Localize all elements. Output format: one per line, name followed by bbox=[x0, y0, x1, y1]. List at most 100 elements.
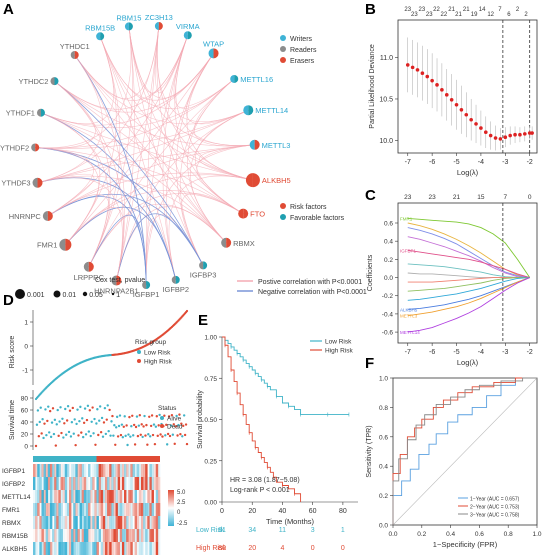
size-legend-value: 0.01 bbox=[63, 292, 77, 299]
panel-letter-e: E bbox=[198, 312, 208, 329]
heatmap-cell bbox=[79, 477, 82, 490]
deviance-point bbox=[440, 88, 444, 92]
heatmap-cell bbox=[124, 490, 127, 503]
coef-path-label: METTL3 bbox=[400, 314, 418, 319]
time-point bbox=[132, 423, 136, 427]
time-point bbox=[166, 432, 170, 436]
coef-path bbox=[407, 222, 530, 278]
status-legend-dot bbox=[160, 416, 164, 420]
heatmap-cell bbox=[88, 503, 91, 516]
time-point bbox=[98, 405, 102, 408]
time-point bbox=[81, 435, 85, 439]
node-lrpprc-risk bbox=[88, 261, 94, 272]
coef-path bbox=[407, 263, 530, 278]
heatmap-cell bbox=[37, 542, 40, 555]
top-count-label: 21 bbox=[463, 7, 470, 13]
heatmap-cell bbox=[99, 516, 101, 529]
heatmap-cell bbox=[115, 529, 118, 542]
coef-path bbox=[407, 249, 530, 278]
heatmap-cell bbox=[157, 477, 161, 490]
heatmap-cell bbox=[79, 542, 82, 555]
heatmap-cell bbox=[100, 529, 104, 542]
deviance-point bbox=[435, 83, 439, 87]
y-tick-label: 0.6 bbox=[384, 221, 393, 228]
heatmap-cell bbox=[60, 490, 63, 503]
heatmap-cell bbox=[149, 464, 152, 477]
heatmap-cell bbox=[94, 516, 97, 529]
time-point bbox=[37, 435, 41, 438]
x-tick-label: 80 bbox=[339, 508, 347, 515]
top-count-label: 21 bbox=[453, 194, 461, 201]
size-legend-value: 0.05 bbox=[89, 292, 103, 299]
time-point bbox=[126, 443, 129, 447]
heatmap-cell bbox=[64, 464, 68, 477]
deviance-point bbox=[513, 132, 517, 137]
time-point bbox=[60, 431, 63, 435]
heatmap-cell bbox=[73, 464, 76, 477]
x-tick-label: 20 bbox=[248, 508, 256, 515]
x-tick-label: -5 bbox=[453, 159, 459, 166]
positive-edge bbox=[37, 175, 227, 243]
heatmap-cell bbox=[96, 490, 99, 503]
heatmap-cell bbox=[136, 503, 140, 516]
heatmap-cell bbox=[154, 490, 156, 503]
heatmap-gene-label: METTL14 bbox=[2, 494, 31, 501]
y-tick-label: 0.4 bbox=[379, 464, 388, 471]
heatmap-cell bbox=[66, 503, 70, 516]
time-point bbox=[120, 423, 124, 426]
heatmap-cell bbox=[50, 529, 52, 542]
time-point bbox=[68, 409, 72, 412]
heatmap-cell bbox=[37, 529, 40, 542]
x-axis-label: 1−Specificity (FPR) bbox=[433, 540, 498, 549]
heatmap-cell bbox=[73, 477, 76, 490]
node-mettl14-role bbox=[243, 105, 249, 116]
positive-edge bbox=[40, 112, 100, 245]
heatmap-cell bbox=[54, 503, 57, 516]
heatmap-cell bbox=[126, 529, 129, 542]
heatmap-cell bbox=[149, 477, 152, 490]
heatmap-cell bbox=[94, 477, 96, 490]
size-legend-dot bbox=[82, 291, 88, 297]
heatmap-cell bbox=[98, 503, 102, 516]
positive-edge bbox=[145, 26, 160, 285]
heatmap-cell bbox=[119, 516, 123, 529]
heatmap-cell bbox=[98, 464, 102, 477]
heatmap-cell bbox=[124, 542, 127, 555]
heatmap-cell bbox=[52, 490, 55, 503]
group-bar-high bbox=[96, 456, 160, 462]
heatmap-cell bbox=[81, 516, 85, 529]
coef-path bbox=[407, 277, 530, 283]
heatmap-cell bbox=[104, 490, 108, 503]
heatmap-cell bbox=[43, 490, 46, 503]
heatmap-cell bbox=[81, 490, 85, 503]
node-label-rbm15b: RBM15B bbox=[85, 23, 115, 32]
deviance-point bbox=[464, 112, 469, 117]
heatmap-cell bbox=[39, 477, 42, 490]
time-point bbox=[102, 421, 106, 424]
node-lrpprc-role bbox=[83, 261, 89, 272]
time-point bbox=[82, 421, 86, 425]
heatmap-cell bbox=[117, 503, 121, 516]
roc-legend-label: 3−Year (AUC = 0.758) bbox=[470, 513, 520, 519]
time-point bbox=[123, 415, 126, 418]
time-point bbox=[109, 434, 112, 437]
time-point bbox=[51, 407, 55, 410]
heatmap-cell bbox=[121, 477, 125, 490]
heatmap-cell bbox=[147, 490, 150, 503]
axes-box bbox=[392, 377, 538, 526]
deviance-point bbox=[420, 71, 425, 75]
heatmap-cell bbox=[136, 542, 140, 555]
heatmap-cell bbox=[145, 529, 148, 542]
heatmap-cell bbox=[54, 464, 57, 477]
node-ythdc2-role bbox=[50, 77, 55, 86]
heatmap-cell bbox=[47, 542, 51, 555]
heatmap-cell bbox=[98, 490, 102, 503]
heatmap-cell bbox=[64, 516, 68, 529]
time-point bbox=[121, 436, 125, 439]
time-point bbox=[175, 414, 178, 418]
time-point bbox=[76, 408, 79, 411]
heatmap-cell bbox=[65, 529, 67, 542]
coef-path-label: METTL14 bbox=[400, 330, 420, 335]
time-point bbox=[116, 435, 120, 438]
legend-label-risk-0: Risk factors bbox=[290, 204, 327, 211]
